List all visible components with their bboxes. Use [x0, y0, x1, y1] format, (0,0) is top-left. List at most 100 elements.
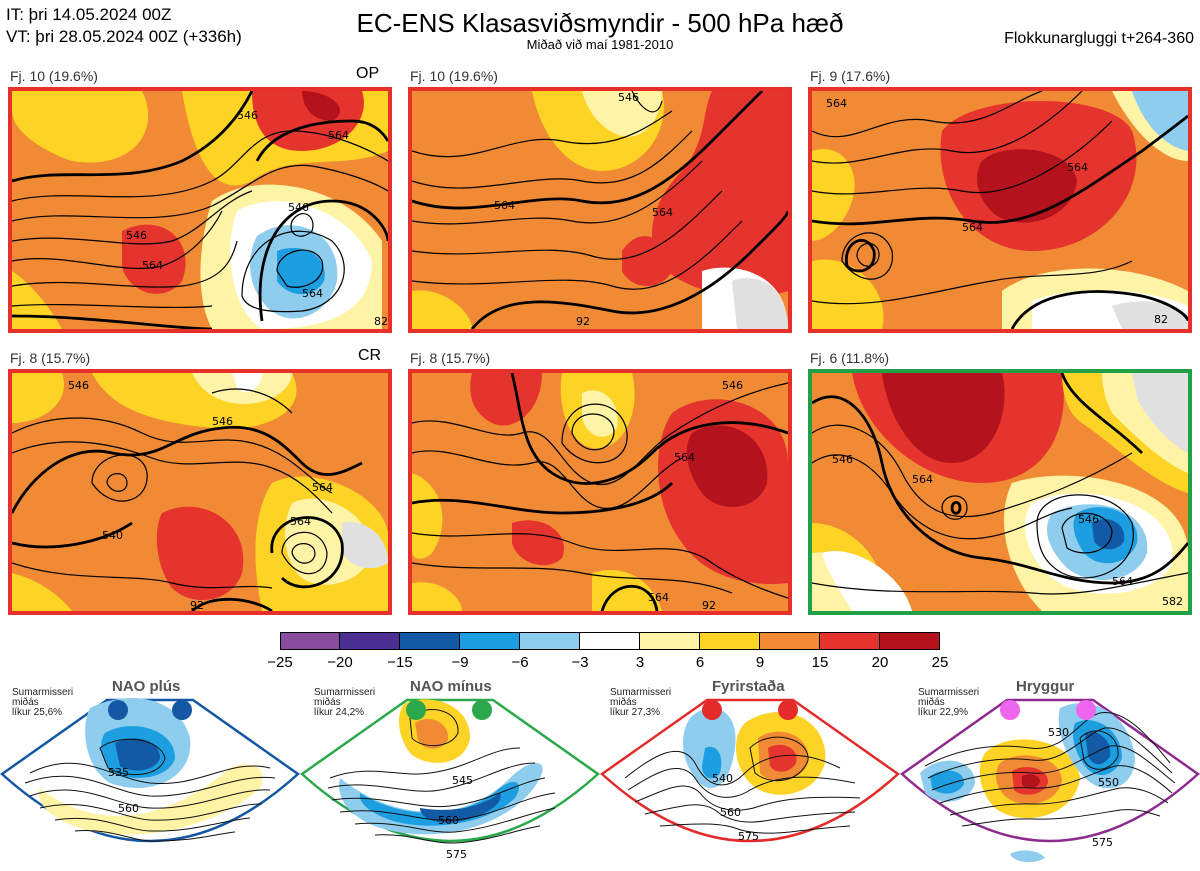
- height-contour: [1036, 494, 1134, 579]
- anomaly-area: [768, 744, 797, 772]
- height-contour: [1061, 512, 1113, 554]
- height-contour: [412, 450, 683, 509]
- height-contour: [927, 727, 1173, 779]
- regime-nao-plus: 535 560 Sumarmisseri miðás líkur 25,6% N…: [0, 678, 300, 871]
- height-contour: [812, 572, 1188, 595]
- anomaly-area: [822, 551, 912, 611]
- height-contour: [571, 413, 615, 451]
- colorbar-bin: [580, 632, 640, 650]
- anomaly-area: [652, 91, 788, 298]
- height-contour: [339, 792, 556, 821]
- colorbar-bin: [400, 632, 460, 650]
- contour-label: 582: [1162, 595, 1183, 608]
- anomaly-area: [1022, 774, 1040, 789]
- contour-label: 564: [652, 206, 673, 219]
- height-contour: [812, 260, 1133, 305]
- height-contour: [941, 495, 968, 520]
- contour-label: 564: [648, 591, 669, 604]
- colorbar-tick: 6: [695, 654, 705, 671]
- height-contour-bold: [270, 516, 344, 589]
- height-contour: [841, 232, 894, 280]
- anomaly-area: [39, 764, 263, 835]
- anomaly-area: [342, 522, 388, 569]
- contour-label: 92: [576, 315, 590, 328]
- height-contour: [12, 190, 253, 245]
- colorbar-boxes: [280, 632, 940, 650]
- anomaly-area: [812, 259, 884, 329]
- contour-label: 575: [446, 848, 467, 861]
- anomaly-area: [622, 236, 672, 286]
- anomaly-area: [592, 569, 662, 611]
- colorbar-tick: −15: [387, 654, 413, 671]
- regime-map: 530 550 575: [900, 698, 1200, 863]
- contour-label: 575: [738, 830, 759, 843]
- height-contour-bold: [12, 425, 363, 514]
- map-4-svg: 546 564 546 564 540 92: [12, 373, 388, 611]
- colorbar-bin: [880, 632, 940, 650]
- map-6-svg: 546 546 564 564 582: [812, 373, 1188, 611]
- contour-label: 546: [212, 415, 233, 428]
- regime-marker-dot: [1076, 700, 1096, 720]
- height-contour-bold: [12, 314, 213, 329]
- height-contour: [12, 210, 223, 269]
- contour-label: 564: [674, 451, 695, 464]
- contour-label: 564: [302, 287, 323, 300]
- height-contour-bold: [258, 199, 388, 322]
- anomaly-area: [1132, 91, 1188, 151]
- height-contour-bold: [255, 119, 388, 162]
- anomaly-area: [412, 290, 472, 329]
- contour-label: 82: [1154, 313, 1168, 326]
- height-contour: [12, 164, 388, 222]
- regime-median: miðás: [610, 697, 637, 708]
- height-contour: [99, 738, 166, 776]
- contour-label: 82: [374, 315, 388, 328]
- colorbar-tick: 25: [931, 654, 949, 671]
- colorbar-tick: 20: [871, 654, 889, 671]
- contour-label: 564: [826, 97, 847, 110]
- regime-season: Sumarmisseri: [918, 687, 980, 698]
- anomaly-area: [1085, 731, 1111, 765]
- anomaly-area: [12, 573, 72, 611]
- height-contour-bold: [191, 597, 273, 611]
- contour-label: 564: [962, 221, 983, 234]
- height-contour: [241, 230, 345, 313]
- colorbar-tick: −9: [451, 654, 469, 671]
- panel-label-3: Fj. 9 (17.6%): [810, 68, 891, 84]
- cluster-map-1: 546 564 546 546 564 564 82: [8, 87, 392, 333]
- cluster-map-5: 546 564 564 92: [408, 369, 792, 615]
- colorbar-tick: 3: [635, 654, 645, 671]
- height-contour: [39, 803, 263, 821]
- contour-label: 546: [237, 109, 258, 122]
- regime-median: miðás: [918, 697, 945, 708]
- anomaly-area: [977, 149, 1077, 223]
- map-1-svg: 546 564 546 546 564 564 82: [12, 91, 388, 329]
- contour-label: 564: [1112, 575, 1133, 588]
- height-contour: [924, 712, 1171, 767]
- anomaly-area: [582, 91, 662, 137]
- contour-label: 560: [438, 814, 459, 827]
- map-5-svg: 546 564 564 92: [412, 373, 788, 611]
- regime-marker-dot: [172, 700, 192, 720]
- height-contour-bold: [1060, 373, 1143, 454]
- contour-label: 560: [118, 802, 139, 815]
- height-contour: [412, 160, 703, 225]
- contour-label: 546: [722, 379, 743, 392]
- colorbar-tick: 15: [811, 654, 829, 671]
- height-contour-bold: [412, 482, 673, 515]
- height-contour-bold: [412, 91, 763, 210]
- height-contour-bold: [470, 210, 788, 329]
- regime-marker-dot: [406, 700, 426, 720]
- regime-blocking: 540 560 575 Sumarmisseri miðás líkur 27,…: [600, 678, 900, 871]
- height-contour: [412, 532, 788, 599]
- regime-marker-dot: [472, 700, 492, 720]
- contour-label: 550: [1098, 776, 1119, 789]
- anomaly-area: [1092, 519, 1125, 550]
- height-contour: [412, 130, 693, 189]
- anomaly-area: [415, 719, 449, 749]
- contour-label: 575: [1092, 836, 1113, 849]
- height-contour: [412, 190, 723, 260]
- regime-probability: líkur 24,2%: [314, 707, 365, 718]
- height-contour: [856, 243, 880, 267]
- anomaly-area: [812, 149, 855, 241]
- height-contour: [29, 789, 271, 809]
